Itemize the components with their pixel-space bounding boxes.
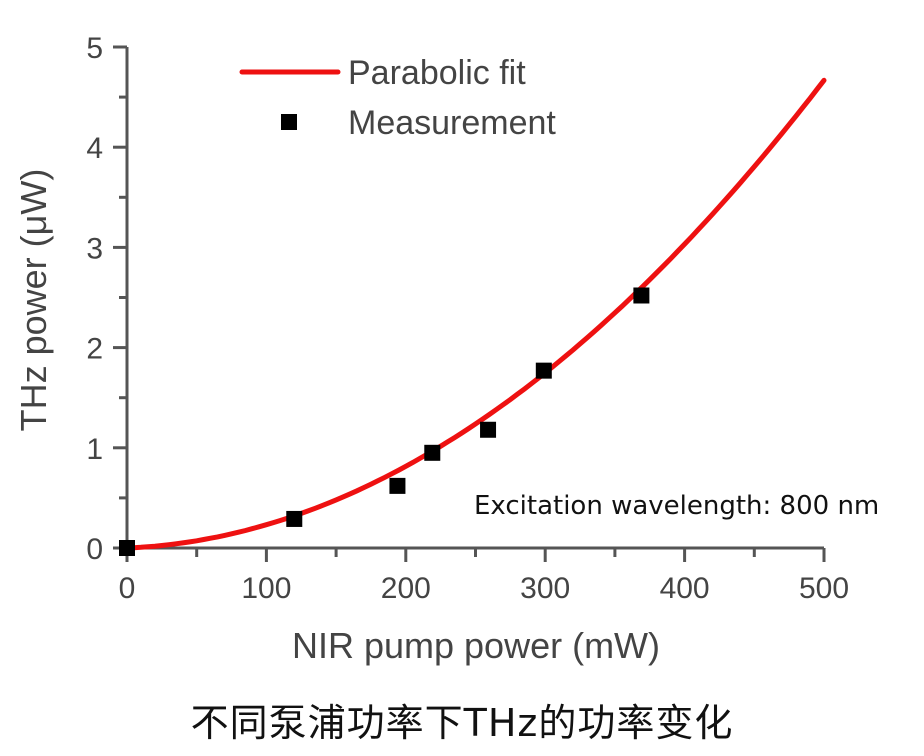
y-tick-label: 4 xyxy=(86,132,103,165)
measurement-point xyxy=(535,362,552,379)
legend-fit-label: Parabolic fit xyxy=(348,54,526,92)
y-tick-label: 0 xyxy=(86,533,103,566)
measurement-point xyxy=(633,287,650,304)
chart: 0 1 2 3 4 5 0 100 200 300 400 500 Parabolic fit Mea… xyxy=(13,32,879,666)
x-tick-label: 400 xyxy=(660,572,710,605)
measurement-point xyxy=(119,540,135,556)
markers xyxy=(119,287,650,556)
y-axis-title: THz power (μW) xyxy=(13,169,54,432)
legend-measurement-label: Measurement xyxy=(348,104,556,142)
excitation-annotation: Excitation wavelength: 800 nm xyxy=(474,491,879,521)
ticks: 0 1 2 3 4 5 0 100 200 300 400 500 xyxy=(86,32,849,605)
measurement-point xyxy=(286,510,303,527)
measurement-point xyxy=(480,421,497,438)
measurement-point xyxy=(424,444,441,461)
y-tick-label: 2 xyxy=(86,333,103,366)
y-tick-label: 5 xyxy=(86,32,103,65)
y-tick-label: 1 xyxy=(86,433,103,466)
measurement-point xyxy=(389,477,406,494)
fit-line-group xyxy=(124,77,827,551)
legend-measurement-swatch xyxy=(281,114,297,130)
y-tick-label: 3 xyxy=(86,232,103,265)
x-tick-label: 300 xyxy=(520,572,570,605)
x-tick-label: 200 xyxy=(381,572,431,605)
x-tick-label: 100 xyxy=(241,572,291,605)
figure-caption: 不同泵浦功率下THz的功率变化 xyxy=(190,701,734,745)
legend: Parabolic fit Measurement xyxy=(239,54,556,142)
fit-curve xyxy=(124,77,827,551)
x-axis-title: NIR pump power (mW) xyxy=(292,625,660,666)
x-tick-label: 0 xyxy=(119,572,136,605)
x-tick-label: 500 xyxy=(799,572,849,605)
